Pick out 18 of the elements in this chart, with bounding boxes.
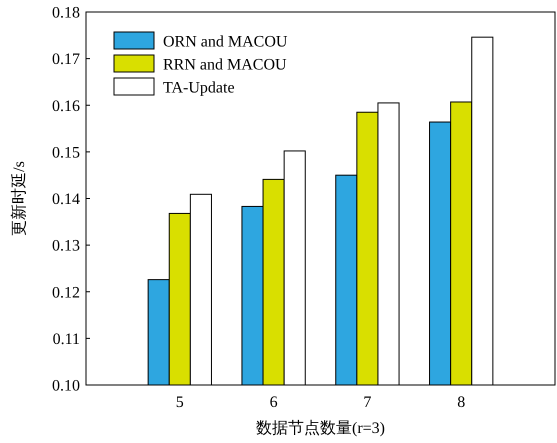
x-tick-label: 8 [457,394,466,411]
y-tick-label: 0.15 [52,144,80,162]
y-tick-label: 0.18 [52,4,80,22]
y-tick-label: 0.17 [52,51,80,68]
x-axis-title: 数据节点数量(r=3) [256,419,386,437]
x-tick-label: 6 [270,394,278,411]
y-tick-label: 0.14 [52,191,80,208]
legend-label: ORN and MACOU [163,34,288,51]
x-tick-label: 7 [363,394,372,411]
legend-label: RRN and MACOU [163,56,288,74]
y-tick-label: 0.13 [52,238,80,255]
y-tick-label: 0.16 [52,98,80,115]
y-tick-label: 0.10 [52,378,80,395]
legend-label: TA-Update [163,80,235,97]
y-tick-label: 0.11 [52,330,80,348]
y-axis-title: 更新时延/s [10,161,28,236]
x-tick-label: 5 [176,394,184,411]
y-tick-label: 0.12 [52,284,80,302]
